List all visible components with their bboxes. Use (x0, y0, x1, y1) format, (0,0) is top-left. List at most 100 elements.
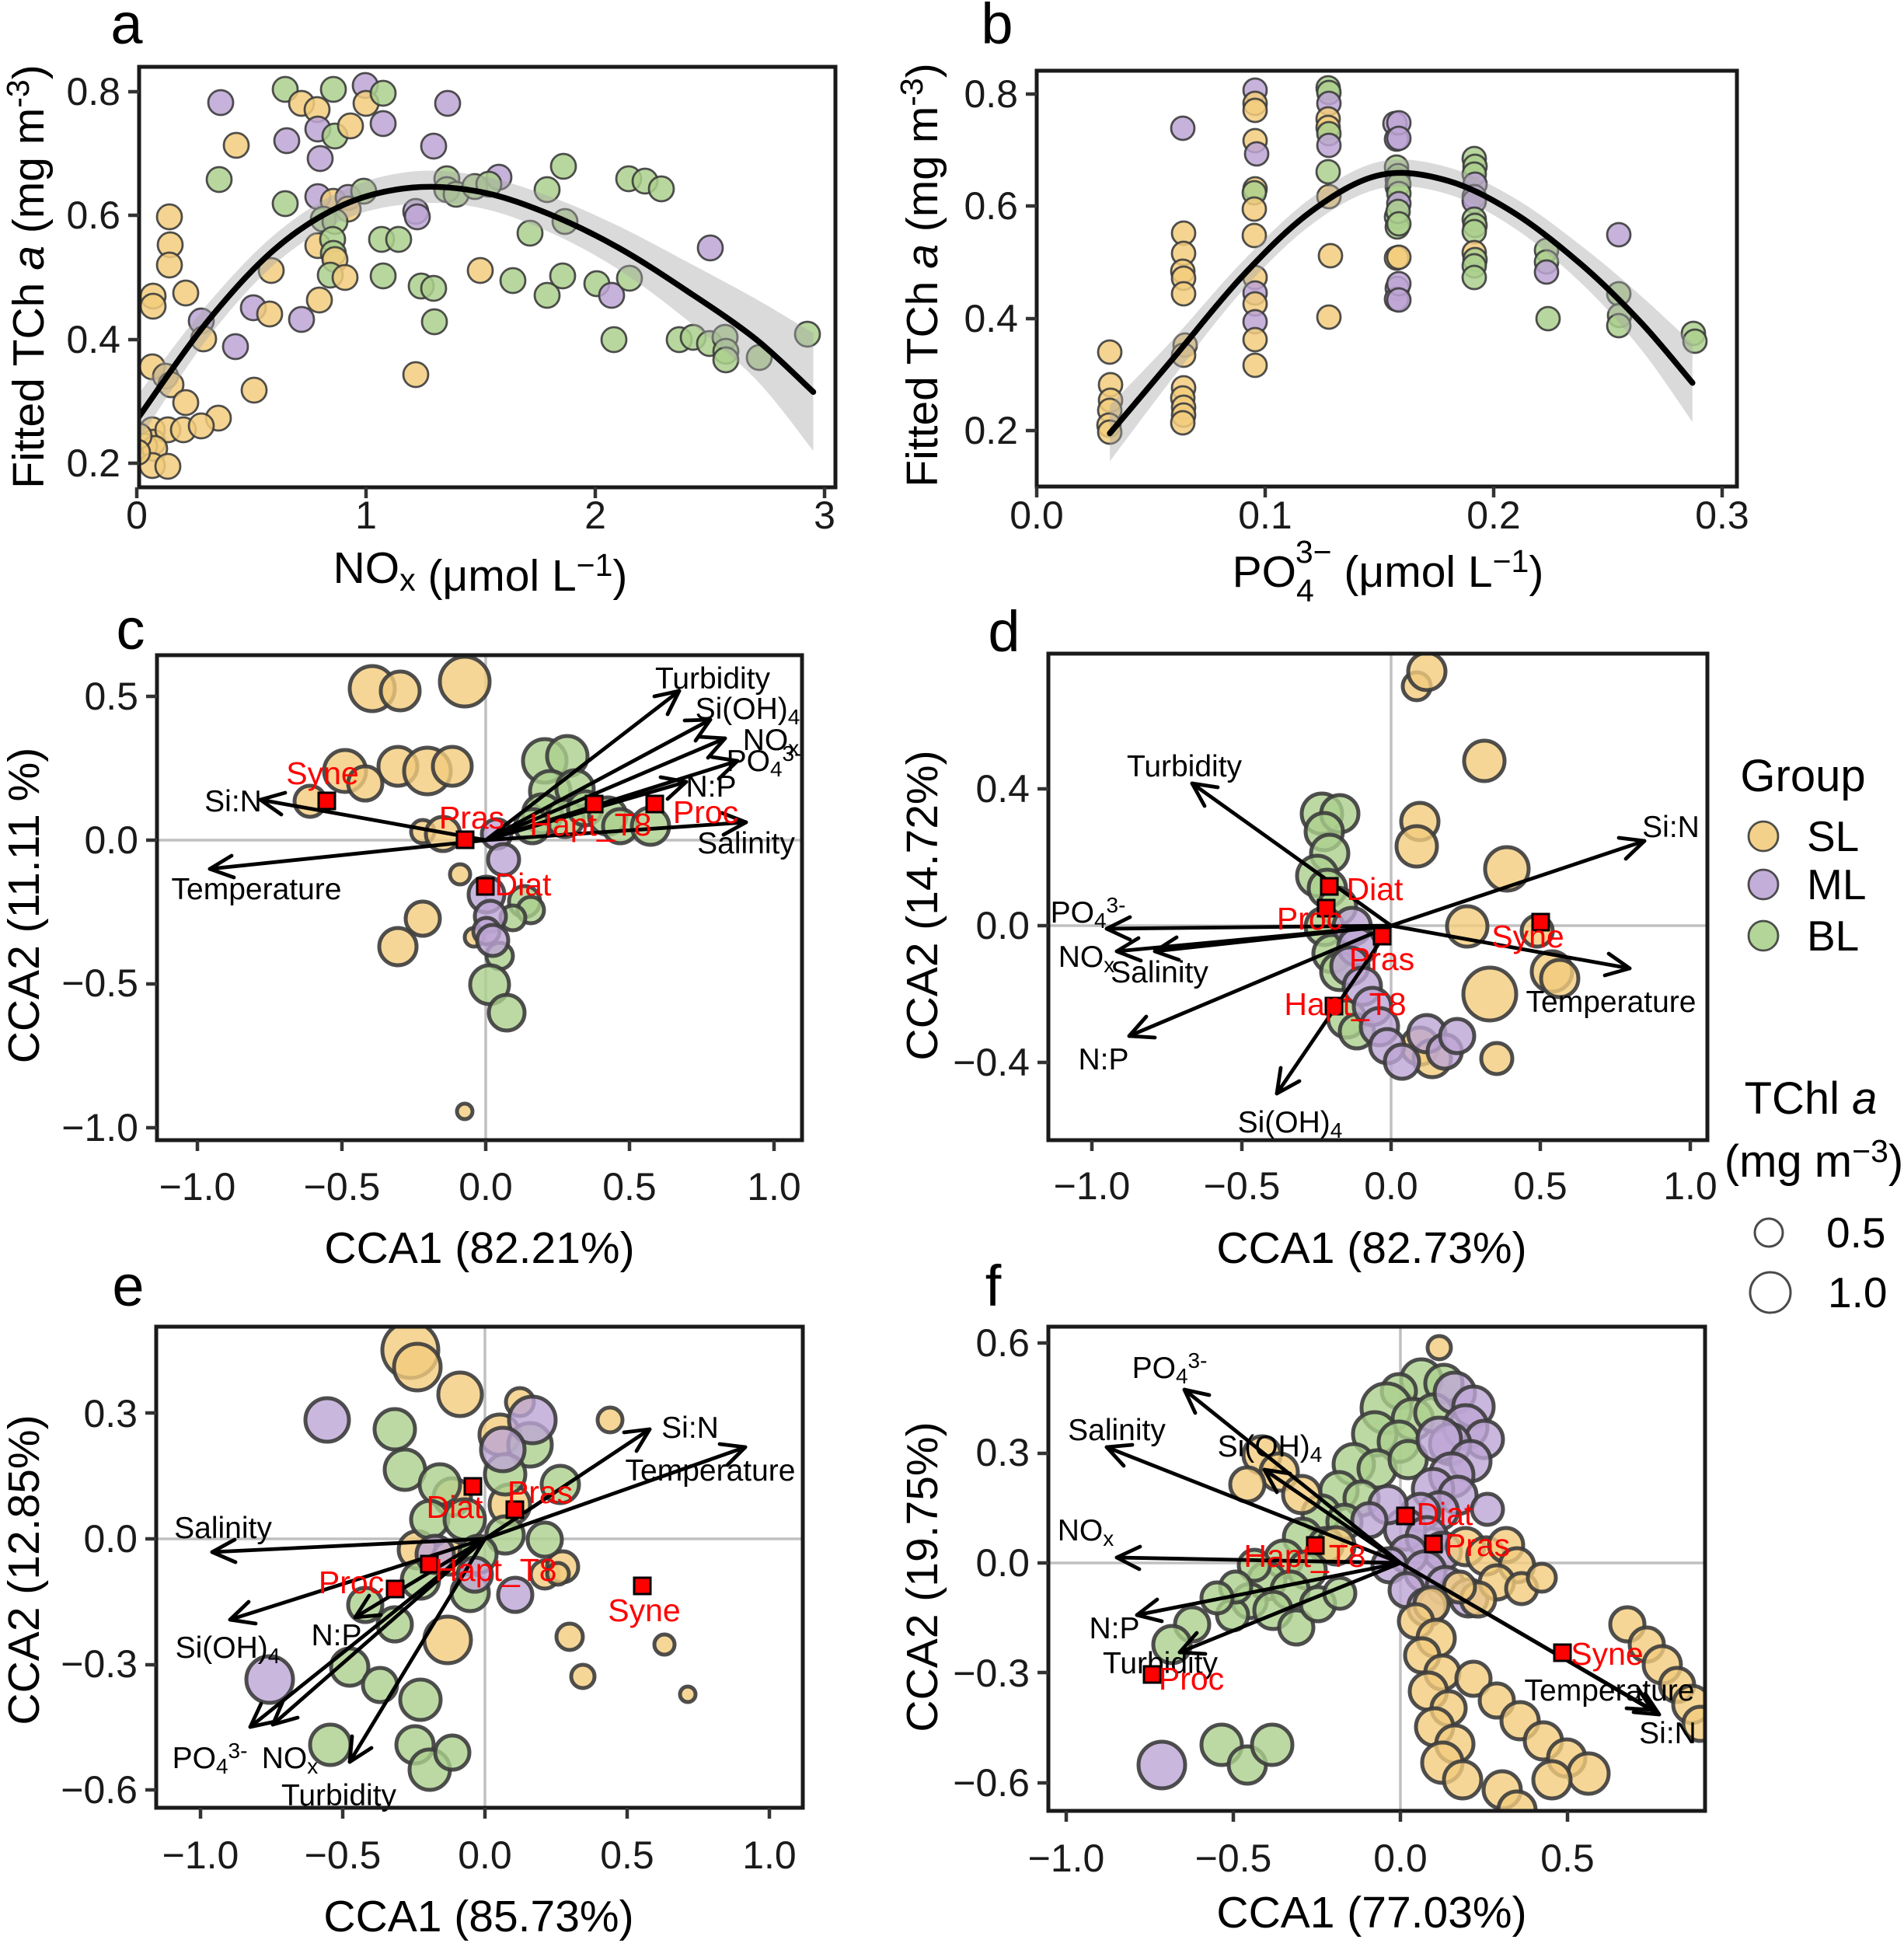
svg-text:0.5: 0.5 (600, 1833, 654, 1877)
svg-text:0.6: 0.6 (975, 1321, 1030, 1365)
svg-text:d: d (988, 599, 1020, 664)
svg-text:−0.5: −0.5 (304, 1165, 381, 1209)
svg-text:Si(OH)4: Si(OH)4 (1218, 1430, 1323, 1467)
svg-text:0.5: 0.5 (1540, 1837, 1595, 1880)
svg-text:Salinity: Salinity (697, 827, 795, 860)
svg-text:Pras: Pras (439, 800, 504, 835)
svg-text:0.5: 0.5 (84, 675, 138, 718)
svg-text:Fitted TCh a (mg m-3): Fitted TCh a (mg m-3) (894, 63, 947, 487)
svg-text:Temperature: Temperature (172, 873, 342, 906)
svg-text:1.0: 1.0 (1828, 1268, 1887, 1317)
svg-text:1: 1 (355, 494, 377, 537)
svg-text:−1.0: −1.0 (61, 1106, 138, 1149)
svg-text:Proc: Proc (1159, 1661, 1224, 1697)
svg-text:N:P: N:P (685, 770, 736, 804)
svg-text:0.5: 0.5 (602, 1165, 657, 1209)
svg-text:Turbidity: Turbidity (655, 662, 771, 696)
svg-text:CCA1 (82.73%): CCA1 (82.73%) (1216, 1223, 1526, 1273)
svg-text:0.2: 0.2 (964, 409, 1018, 452)
svg-text:Turbidity: Turbidity (1127, 750, 1243, 783)
svg-text:TChl a: TChl a (1745, 1073, 1878, 1124)
svg-text:Syne: Syne (608, 1592, 680, 1628)
svg-text:SL: SL (1807, 812, 1859, 860)
svg-text:Pras: Pras (1349, 941, 1414, 977)
svg-text:−1.0: −1.0 (1054, 1164, 1131, 1208)
svg-text:b: b (981, 0, 1013, 56)
svg-text:Syne: Syne (286, 755, 358, 791)
svg-text:Proc: Proc (1277, 901, 1342, 937)
svg-text:Proc: Proc (673, 794, 738, 830)
svg-text:Temperature: Temperature (1525, 1674, 1695, 1708)
svg-text:Si:N: Si:N (1639, 1717, 1697, 1750)
svg-text:Hapt_T8: Hapt_T8 (1243, 1538, 1365, 1574)
svg-text:0: 0 (126, 494, 148, 537)
svg-text:Hapt_T8: Hapt_T8 (1284, 986, 1406, 1022)
svg-text:0.3: 0.3 (1695, 494, 1749, 537)
svg-text:−1.0: −1.0 (159, 1165, 236, 1209)
svg-text:Syne: Syne (1491, 919, 1564, 954)
svg-text:−0.5: −0.5 (1204, 1164, 1281, 1208)
svg-text:Salinity: Salinity (174, 1512, 272, 1545)
svg-text:0.3: 0.3 (975, 1431, 1030, 1474)
svg-text:a: a (110, 0, 143, 56)
svg-text:0.1: 0.1 (1238, 494, 1292, 537)
svg-text:Salinity: Salinity (1111, 956, 1208, 989)
svg-text:CCA2 (12.85%): CCA2 (12.85%) (0, 1415, 49, 1725)
svg-text:0.5: 0.5 (1826, 1209, 1885, 1257)
svg-text:ML: ML (1807, 860, 1866, 909)
svg-text:0.0: 0.0 (1364, 1164, 1418, 1208)
svg-text:0.4: 0.4 (964, 297, 1018, 340)
svg-text:1.0: 1.0 (742, 1833, 797, 1877)
svg-text:0.8: 0.8 (964, 72, 1018, 116)
svg-text:0.6: 0.6 (964, 184, 1018, 228)
svg-text:Proc: Proc (319, 1565, 384, 1600)
svg-text:CCA2 (11.11 %): CCA2 (11.11 %) (0, 748, 49, 1064)
svg-text:0.0: 0.0 (84, 818, 138, 862)
svg-text:0.6: 0.6 (66, 194, 120, 237)
svg-text:N:P: N:P (1078, 1043, 1128, 1076)
svg-text:−1.0: −1.0 (1028, 1837, 1105, 1880)
svg-text:CCA1 (85.73%): CCA1 (85.73%) (323, 1892, 633, 1941)
svg-text:CCA2 (19.75%): CCA2 (19.75%) (898, 1421, 947, 1732)
svg-text:−0.5: −0.5 (1195, 1837, 1272, 1880)
svg-text:0.3: 0.3 (83, 1392, 138, 1435)
svg-text:0.0: 0.0 (1373, 1837, 1428, 1880)
svg-text:Pras: Pras (507, 1474, 573, 1510)
svg-text:CCA2 (14.72%): CCA2 (14.72%) (898, 750, 947, 1060)
svg-text:CCA1 (82.21%): CCA1 (82.21%) (324, 1223, 634, 1273)
svg-text:Diat: Diat (1347, 871, 1404, 907)
svg-text:f: f (985, 1254, 1002, 1318)
svg-text:Si:N: Si:N (204, 785, 262, 818)
svg-text:Temperature: Temperature (626, 1454, 796, 1488)
svg-text:Si:N: Si:N (1642, 811, 1700, 844)
svg-text:Hapt_T8: Hapt_T8 (529, 807, 651, 842)
svg-text:0.0: 0.0 (458, 1833, 512, 1877)
svg-text:−0.6: −0.6 (61, 1768, 138, 1812)
svg-text:Temperature: Temperature (1526, 985, 1697, 1019)
svg-text:0.0: 0.0 (83, 1517, 138, 1561)
svg-text:Syne: Syne (1571, 1636, 1643, 1672)
svg-text:Pras: Pras (1445, 1527, 1510, 1563)
svg-text:−1.0: −1.0 (162, 1833, 239, 1877)
svg-text:0.8: 0.8 (66, 70, 120, 113)
svg-text:−0.5: −0.5 (305, 1833, 382, 1877)
svg-text:NOx: NOx (1058, 1514, 1114, 1551)
svg-text:0.2: 0.2 (66, 441, 120, 485)
svg-text:−0.5: −0.5 (61, 961, 138, 1005)
svg-text:2: 2 (584, 494, 606, 537)
svg-text:−0.3: −0.3 (953, 1652, 1030, 1695)
svg-text:−0.6: −0.6 (953, 1761, 1030, 1805)
svg-text:−0.4: −0.4 (953, 1041, 1030, 1084)
svg-text:0.4: 0.4 (975, 767, 1030, 811)
svg-text:0.0: 0.0 (975, 1541, 1030, 1585)
svg-text:3: 3 (814, 494, 835, 537)
svg-text:0.4: 0.4 (66, 318, 120, 361)
svg-text:e: e (112, 1254, 144, 1318)
svg-text:N:P: N:P (1089, 1612, 1139, 1645)
svg-text:Si(OH)4: Si(OH)4 (176, 1631, 281, 1668)
svg-text:1.0: 1.0 (747, 1165, 801, 1209)
svg-text:0.5: 0.5 (1513, 1164, 1567, 1208)
svg-text:1.0: 1.0 (1663, 1164, 1717, 1208)
svg-text:Fitted TCh a (mg m-3): Fitted TCh a (mg m-3) (0, 65, 54, 488)
svg-text:0.2: 0.2 (1466, 494, 1521, 537)
